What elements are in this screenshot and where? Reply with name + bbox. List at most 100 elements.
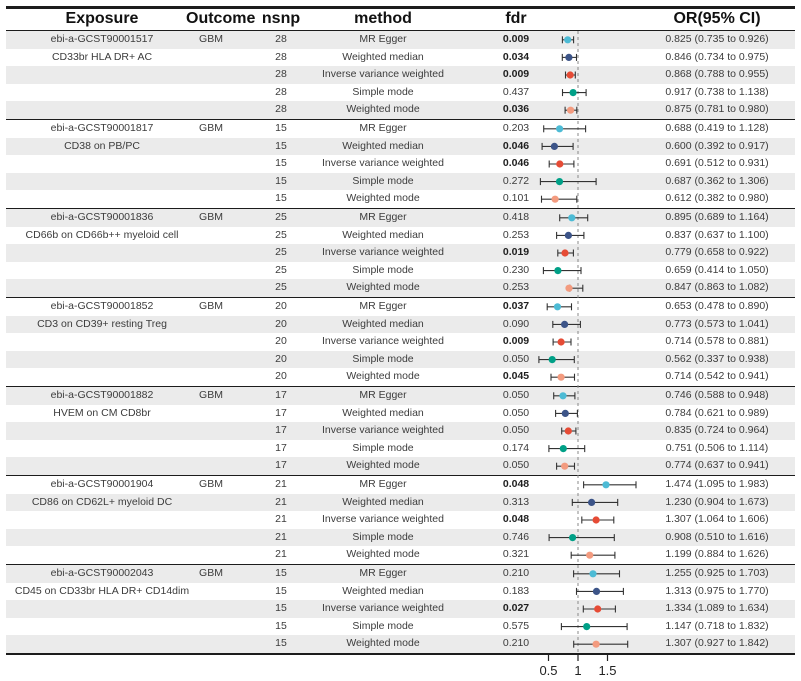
fdr-cell: 0.575 xyxy=(502,619,530,632)
axis-tick-label: 1 xyxy=(574,663,581,678)
or-ci-cell: 0.714 (0.542 to 0.941) xyxy=(665,370,769,383)
or-ci-cell: 0.612 (0.382 to 0.980) xyxy=(665,192,769,205)
method-cell: Simple mode xyxy=(352,441,414,454)
or-ci-cell: 1.230 (0.904 to 1.673) xyxy=(665,495,769,508)
exposure-cell: CD33br HLA DR+ AC xyxy=(51,50,153,63)
or-ci-cell: 0.773 (0.573 to 1.041) xyxy=(665,317,769,330)
or-ci-cell: 0.600 (0.392 to 0.917) xyxy=(665,139,769,152)
or-ci-cell: 0.825 (0.735 to 0.926) xyxy=(665,33,769,45)
axis-tick-label: 1.5 xyxy=(598,663,616,678)
forest-row: 25 Inverse variance weighted 0.019 0.779 (0… xyxy=(6,244,795,262)
or-ci-cell: 0.917 (0.738 to 1.138) xyxy=(665,85,769,98)
fdr-cell: 0.050 xyxy=(502,459,530,472)
nsnp-cell: 17 xyxy=(275,459,287,472)
fdr-cell: 0.746 xyxy=(502,530,530,543)
header-rule xyxy=(6,29,795,31)
forest-row: 17 Inverse variance weighted 0.050 0.835 (0… xyxy=(6,422,795,440)
axis-tick-label: 0.5 xyxy=(539,663,557,678)
or-ci-cell: 0.714 (0.578 to 0.881) xyxy=(665,335,769,348)
forest-row: CD86 on CD62L+ myeloid DC 21 Weighted medi… xyxy=(6,493,795,512)
column-header-exposure: Exposure xyxy=(65,10,139,27)
forest-row: ebi-a-GCST90002043 GBM 15 MR Egger 0.210 1.25… xyxy=(6,565,795,583)
nsnp-cell: 15 xyxy=(275,192,287,205)
fdr-cell: 0.027 xyxy=(502,602,530,615)
exposure-cell: ebi-a-GCST90001817 xyxy=(50,122,154,134)
method-cell: Simple mode xyxy=(352,263,414,276)
forest-row: CD3 on CD39+ resting Treg 20 Weighted medi… xyxy=(6,315,795,334)
forest-row: 15 Weighted mode 0.210 1.307 (0.927 to 1.84… xyxy=(6,635,795,653)
or-ci-cell: 0.746 (0.588 to 0.948) xyxy=(665,389,769,401)
forest-row: 15 Simple mode 0.272 0.687 (0.362 to 1.306) xyxy=(6,172,795,191)
forest-row: 20 Inverse variance weighted 0.009 0.714 (0… xyxy=(6,333,795,351)
nsnp-cell: 20 xyxy=(275,300,287,312)
forest-row: 28 Weighted mode 0.036 0.875 (0.781 to 0.98… xyxy=(6,101,795,119)
forest-row: 28 Simple mode 0.437 0.917 (0.738 to 1.138) xyxy=(6,83,795,102)
method-cell: Inverse variance weighted xyxy=(322,602,444,615)
forest-row: 15 Inverse variance weighted 0.046 0.691 (0… xyxy=(6,155,795,173)
exposure-cell: ebi-a-GCST90001904 xyxy=(50,478,154,490)
forest-row: ebi-a-GCST90001852 GBM 20 MR Egger 0.037 0.65… xyxy=(6,298,795,316)
method-cell: Weighted median xyxy=(342,139,424,152)
or-ci-cell: 0.846 (0.734 to 0.975) xyxy=(665,50,769,63)
method-cell: Inverse variance weighted xyxy=(322,424,444,437)
or-ci-cell: 0.562 (0.337 to 0.938) xyxy=(665,352,769,365)
fdr-cell: 0.046 xyxy=(502,157,530,170)
section-rule xyxy=(6,297,795,298)
outcome-cell: GBM xyxy=(199,33,223,45)
fdr-cell: 0.048 xyxy=(502,513,530,526)
fdr-cell: 0.210 xyxy=(502,567,530,579)
method-cell: MR Egger xyxy=(359,567,407,579)
method-cell: Simple mode xyxy=(352,530,414,543)
fdr-cell: 0.230 xyxy=(502,263,530,276)
or-ci-cell: 0.784 (0.621 to 0.989) xyxy=(665,406,769,419)
fdr-cell: 0.034 xyxy=(502,50,530,63)
exposure-cell: CD45 on CD33br HLA DR+ CD14dim xyxy=(14,584,190,597)
forest-row: ebi-a-GCST90001817 GBM 15 MR Egger 0.203 0.68… xyxy=(6,120,795,138)
nsnp-cell: 20 xyxy=(275,317,287,330)
method-cell: Weighted median xyxy=(342,317,424,330)
fdr-cell: 0.050 xyxy=(502,352,530,365)
forest-row: ebi-a-GCST90001904 GBM 21 MR Egger 0.048 1.47… xyxy=(6,476,795,494)
fdr-cell: 0.046 xyxy=(502,139,530,152)
method-cell: MR Egger xyxy=(359,478,407,490)
method-cell: Weighted mode xyxy=(346,637,420,650)
exposure-cell: ebi-a-GCST90001517 xyxy=(50,33,154,45)
or-ci-cell: 0.687 (0.362 to 1.306) xyxy=(665,174,769,187)
or-ci-cell: 0.688 (0.419 to 1.128) xyxy=(665,122,769,134)
or-ci-cell: 0.659 (0.414 to 1.050) xyxy=(665,263,769,276)
or-ci-cell: 0.868 (0.788 to 0.955) xyxy=(665,68,769,81)
fdr-cell: 0.050 xyxy=(502,406,530,419)
forest-row: 21 Weighted mode 0.321 1.199 (0.884 to 1.62… xyxy=(6,546,795,564)
method-cell: MR Egger xyxy=(359,33,407,45)
or-ci-cell: 0.653 (0.478 to 0.890) xyxy=(665,300,769,312)
or-ci-cell: 0.751 (0.506 to 1.114) xyxy=(665,441,769,454)
forest-row: 25 Weighted mode 0.253 0.847 (0.863 to 1.08… xyxy=(6,279,795,297)
fdr-cell: 0.090 xyxy=(502,317,530,330)
forest-row: 17 Weighted mode 0.050 0.774 (0.637 to 0.94… xyxy=(6,457,795,475)
method-cell: Weighted median xyxy=(342,228,424,241)
forest-row: 20 Weighted mode 0.045 0.714 (0.542 to 0.94… xyxy=(6,368,795,386)
method-cell: Weighted median xyxy=(342,495,424,508)
bottom-rule xyxy=(6,653,795,655)
method-cell: Weighted mode xyxy=(346,281,420,294)
section-rule xyxy=(6,119,795,120)
outcome-cell: GBM xyxy=(199,478,223,490)
exposure-cell: ebi-a-GCST90001852 xyxy=(50,300,154,312)
method-cell: Simple mode xyxy=(352,85,414,98)
fdr-cell: 0.203 xyxy=(502,122,530,134)
forest-row: 20 Simple mode 0.050 0.562 (0.337 to 0.938) xyxy=(6,350,795,369)
fdr-cell: 0.037 xyxy=(502,300,530,312)
nsnp-cell: 28 xyxy=(275,33,287,45)
fdr-cell: 0.050 xyxy=(502,424,530,437)
exposure-cell: CD3 on CD39+ resting Treg xyxy=(37,317,167,330)
nsnp-cell: 15 xyxy=(275,174,287,187)
column-header-nsnp: nsnp xyxy=(261,10,301,27)
fdr-cell: 0.253 xyxy=(502,281,530,294)
method-cell: Weighted mode xyxy=(346,192,420,205)
nsnp-cell: 28 xyxy=(275,50,287,63)
method-cell: MR Egger xyxy=(359,389,407,401)
nsnp-cell: 21 xyxy=(275,530,287,543)
fdr-cell: 0.009 xyxy=(502,33,530,45)
method-cell: Weighted median xyxy=(342,584,424,597)
